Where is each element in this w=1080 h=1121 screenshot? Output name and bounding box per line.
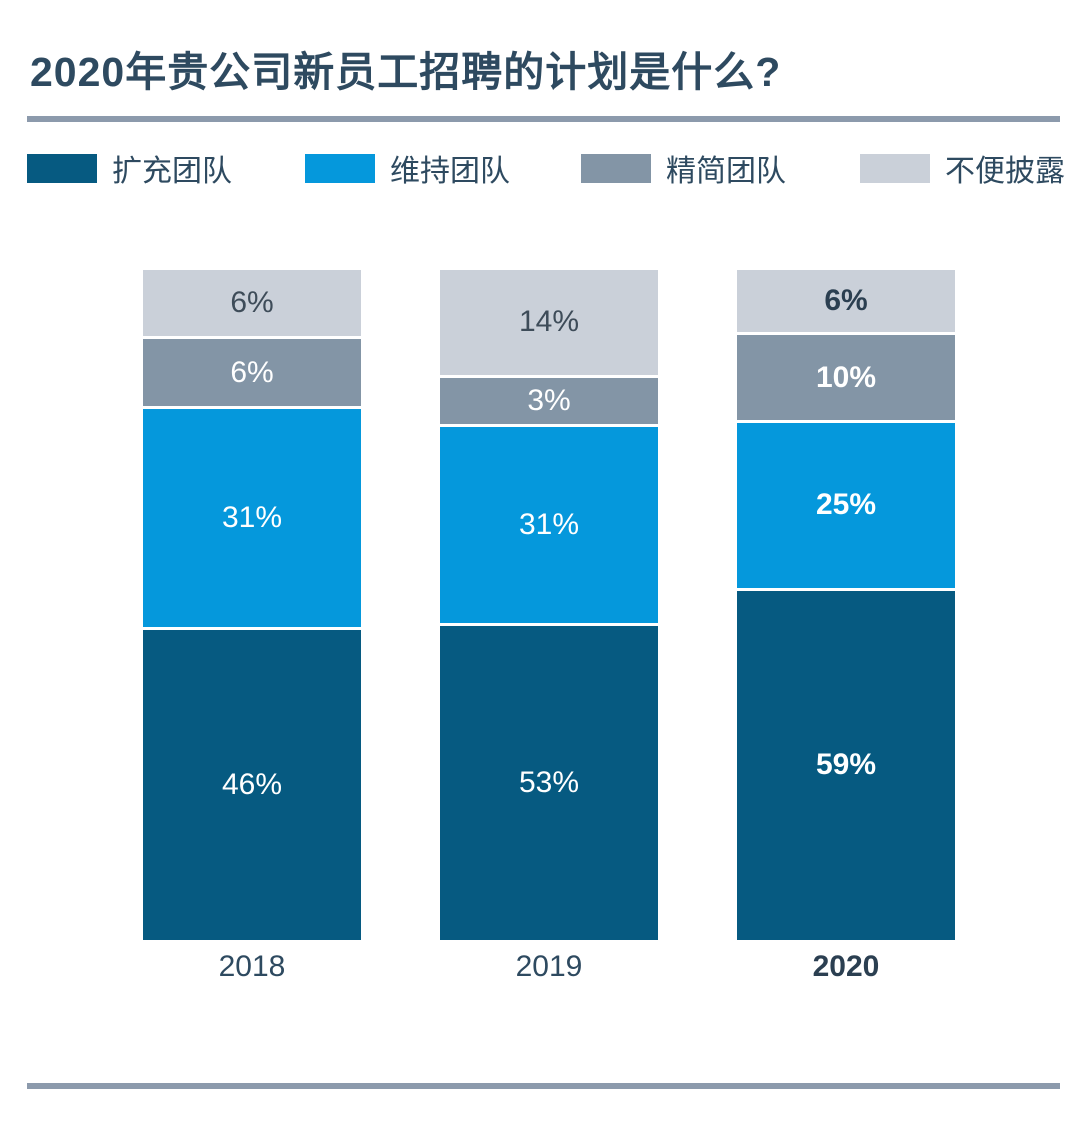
bar-2020: 6% 10% 25% 59% xyxy=(737,270,955,940)
legend-item-maintain: 维持团队 xyxy=(305,153,510,188)
segment-value-label: 6% xyxy=(230,286,274,320)
legend-label: 精简团队 xyxy=(666,155,786,188)
axis-label-2019: 2019 xyxy=(515,950,583,983)
segment-value-label: 59% xyxy=(815,748,877,782)
legend-label: 扩充团队 xyxy=(112,155,232,188)
bar-segment-na: 6% xyxy=(737,270,955,333)
bar-segment-maintain: 31% xyxy=(143,408,361,628)
segment-value-label: 25% xyxy=(815,488,877,522)
bar-segment-maintain: 25% xyxy=(737,422,955,588)
legend-item-na: 不便披露 xyxy=(860,153,1065,188)
segment-value-label: 3% xyxy=(527,384,571,418)
segment-value-label: 31% xyxy=(221,501,283,535)
segment-value-label: 6% xyxy=(824,284,868,318)
bar-segment-reduce: 6% xyxy=(143,339,361,406)
segment-value-label: 10% xyxy=(815,360,877,394)
bar-2018: 6% 6% 31% 46% xyxy=(143,270,361,940)
legend-item-reduce: 精简团队 xyxy=(581,153,786,188)
bar-segment-na: 6% xyxy=(143,270,361,337)
top-divider xyxy=(27,116,1060,122)
bar-segment-expand: 59% xyxy=(737,590,955,940)
bar-segment-expand: 53% xyxy=(440,626,658,940)
legend-label: 维持团队 xyxy=(390,155,510,188)
segment-value-label: 6% xyxy=(230,355,274,389)
bar-segment-na: 14% xyxy=(440,270,658,375)
chart-title: 2020年贵公司新员工招聘的计划是什么? xyxy=(30,49,782,95)
legend-swatch-maintain xyxy=(305,153,375,183)
segment-value-label: 14% xyxy=(518,305,580,339)
legend-label: 不便披露 xyxy=(945,155,1065,188)
axis-label-2018: 2018 xyxy=(218,950,286,983)
bar-2019: 14% 3% 31% 53% xyxy=(440,270,658,940)
segment-value-label: 31% xyxy=(518,508,580,542)
axis-label-2020: 2020 xyxy=(812,950,880,983)
legend-swatch-na xyxy=(860,153,930,183)
segment-value-label: 53% xyxy=(518,766,580,800)
bar-segment-expand: 46% xyxy=(143,630,361,940)
legend-swatch-expand xyxy=(27,153,97,183)
bar-segment-reduce: 10% xyxy=(737,335,955,420)
legend-swatch-reduce xyxy=(581,153,651,183)
segment-value-label: 46% xyxy=(221,768,283,802)
bar-segment-reduce: 3% xyxy=(440,377,658,425)
bar-segment-maintain: 31% xyxy=(440,427,658,624)
bottom-divider xyxy=(27,1083,1060,1089)
legend-item-expand: 扩充团队 xyxy=(27,153,232,188)
